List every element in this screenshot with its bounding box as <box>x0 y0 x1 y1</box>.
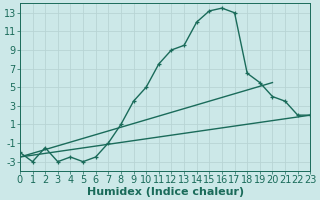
X-axis label: Humidex (Indice chaleur): Humidex (Indice chaleur) <box>86 187 244 197</box>
